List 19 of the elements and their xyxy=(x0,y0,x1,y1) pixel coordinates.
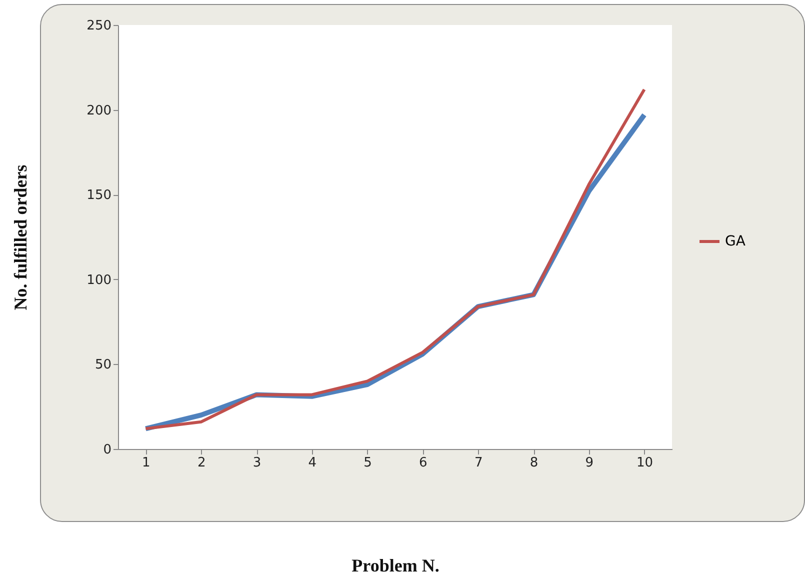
y-tick-label: 100 xyxy=(86,272,112,288)
x-axis-title: Problem N. xyxy=(352,556,440,576)
x-tick-label: 9 xyxy=(585,456,594,470)
x-tick-label: 4 xyxy=(308,456,317,470)
x-tick-label: 6 xyxy=(419,456,428,470)
y-tick-label: 200 xyxy=(86,103,112,118)
y-tick-label: 0 xyxy=(103,442,112,458)
x-tick-label: 3 xyxy=(252,456,262,470)
y-tick-label: 250 xyxy=(86,18,112,34)
y-axis-title: No. fulfilled orders xyxy=(10,164,31,310)
y-tick-label: 50 xyxy=(94,358,112,373)
x-tick-label: 5 xyxy=(364,456,372,470)
x-tick-label: 7 xyxy=(474,456,483,470)
x-tick-label: 8 xyxy=(530,456,538,470)
x-tick-label: 1 xyxy=(142,456,150,470)
legend-label: GA xyxy=(725,234,746,250)
x-tick-label: 2 xyxy=(197,456,206,470)
y-tick-label: 150 xyxy=(86,188,112,204)
x-tick-label: 10 xyxy=(636,456,654,470)
